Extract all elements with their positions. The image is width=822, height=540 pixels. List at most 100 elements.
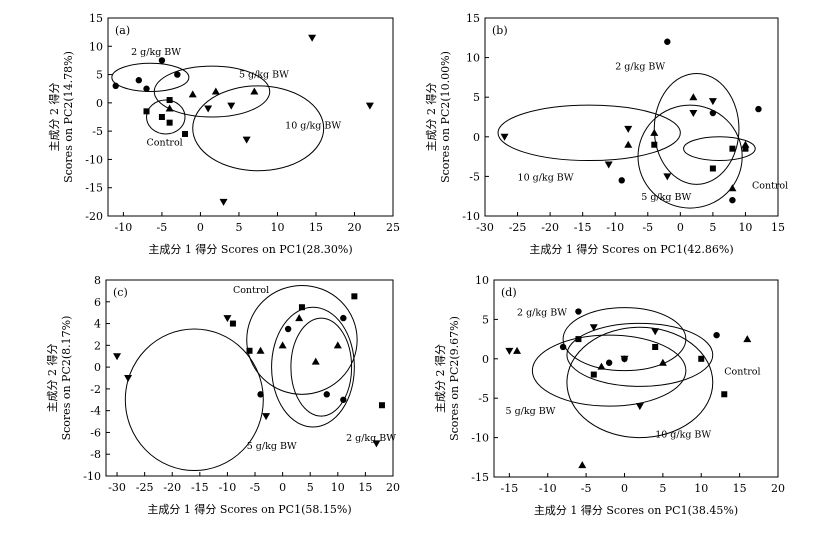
data-point bbox=[651, 141, 658, 148]
data-point bbox=[204, 105, 213, 113]
y-tick-label: -15 bbox=[85, 182, 103, 195]
data-point bbox=[709, 109, 717, 117]
data-point bbox=[505, 347, 514, 355]
data-point bbox=[743, 335, 752, 343]
confidence-ellipse bbox=[153, 65, 271, 118]
x-tick-label: 5 bbox=[235, 221, 242, 234]
x-tick-label: -15 bbox=[191, 481, 209, 494]
plot-frame bbox=[484, 17, 779, 217]
data-point bbox=[143, 85, 150, 92]
data-point bbox=[597, 362, 606, 370]
data-point bbox=[351, 293, 358, 300]
confidence-ellipse bbox=[566, 322, 714, 387]
data-point bbox=[135, 77, 143, 84]
data-point bbox=[500, 133, 509, 141]
y-axis-title-en: Scores on PC2(10.00%) bbox=[439, 51, 452, 183]
data-point bbox=[166, 119, 173, 126]
x-tick-label: -5 bbox=[250, 481, 261, 494]
data-point bbox=[721, 391, 728, 398]
group-annotation: 2 g/kg BW bbox=[615, 61, 665, 72]
x-tick-label: -25 bbox=[136, 481, 154, 494]
plot-frame bbox=[105, 279, 394, 477]
data-point bbox=[188, 90, 197, 98]
data-point bbox=[513, 346, 522, 354]
y-tick-label: 5 bbox=[473, 91, 480, 104]
panel-tag: (a) bbox=[115, 24, 130, 37]
y-tick-label: 4 bbox=[94, 318, 101, 331]
y-tick-label: 10 bbox=[466, 52, 480, 65]
x-tick-label: 0 bbox=[279, 481, 286, 494]
data-point bbox=[227, 102, 236, 110]
confidence-ellipse bbox=[497, 104, 681, 162]
y-axis-title-cn: 主成分 2 得分 bbox=[46, 344, 59, 413]
y-tick-label: -2 bbox=[90, 383, 101, 396]
x-tick-label: -5 bbox=[581, 482, 592, 495]
y-tick-label: -20 bbox=[85, 210, 103, 223]
data-point bbox=[166, 97, 173, 104]
data-point bbox=[308, 34, 317, 42]
x-tick-label: -20 bbox=[541, 221, 559, 234]
data-point bbox=[559, 343, 567, 351]
confidence-ellipse bbox=[271, 306, 355, 428]
data-point bbox=[284, 325, 292, 333]
y-tick-label: 15 bbox=[89, 12, 103, 25]
x-tick-label: 20 bbox=[386, 481, 400, 494]
y-tick-label: 10 bbox=[89, 40, 103, 53]
data-point bbox=[755, 105, 762, 113]
x-tick-label: 10 bbox=[331, 481, 345, 494]
y-tick-label: 0 bbox=[94, 361, 101, 374]
data-point bbox=[242, 136, 251, 144]
data-point bbox=[372, 440, 381, 448]
data-point bbox=[278, 341, 287, 349]
x-tick-label: -10 bbox=[606, 221, 624, 234]
plot-frame bbox=[107, 17, 394, 217]
y-tick-label: -10 bbox=[85, 153, 103, 166]
data-point bbox=[246, 347, 253, 354]
x-tick-label: 5 bbox=[659, 482, 666, 495]
group-annotation: Control bbox=[147, 137, 183, 148]
data-point bbox=[174, 71, 181, 78]
panel-d: -15 -10 -5 0 5 10 15 20 -15 -10 -5 0 5 10 主成分 1 得分 Sco… bbox=[434, 274, 785, 517]
y-tick-label: -15 bbox=[471, 471, 489, 484]
y-tick-label: -10 bbox=[462, 210, 480, 223]
data-point bbox=[590, 371, 597, 378]
group-annotation: 10 g/kg BW bbox=[518, 172, 574, 183]
data-point bbox=[143, 108, 150, 115]
y-tick-label: -5 bbox=[92, 125, 103, 138]
x-tick-label: -15 bbox=[574, 221, 592, 234]
y-tick-label: -4 bbox=[90, 405, 101, 418]
x-tick-label: 0 bbox=[677, 221, 684, 234]
data-point bbox=[658, 358, 667, 366]
group-annotation: 2 g/kg BW bbox=[517, 307, 567, 318]
panel-a: -10 -5 0 5 10 15 20 25 -20 -15 -10 -5 0 5 10 15 主成分 1 得分… bbox=[48, 12, 400, 256]
y-tick-label: -5 bbox=[469, 170, 480, 183]
x-tick-label: 15 bbox=[733, 482, 747, 495]
data-point bbox=[158, 114, 165, 120]
data-point bbox=[229, 320, 236, 327]
y-tick-label: 10 bbox=[475, 274, 489, 287]
confidence-ellipse bbox=[146, 99, 186, 135]
data-point bbox=[663, 173, 672, 181]
data-point bbox=[575, 336, 582, 343]
x-tick-label: 15 bbox=[771, 221, 785, 234]
x-tick-label: 15 bbox=[358, 481, 372, 494]
confidence-ellipse bbox=[290, 317, 353, 417]
y-tick-label: 0 bbox=[96, 97, 103, 110]
confidence-ellipse bbox=[124, 328, 264, 472]
data-point bbox=[298, 304, 305, 311]
data-point bbox=[624, 140, 633, 148]
y-axis-title-cn: 主成分 2 得分 bbox=[425, 83, 438, 152]
data-point bbox=[729, 196, 736, 204]
y-tick-label: -10 bbox=[83, 470, 101, 483]
data-point bbox=[664, 38, 671, 45]
y-tick-label: 0 bbox=[473, 131, 480, 144]
x-axis-title: 主成分 1 得分 Scores on PC1(28.30%) bbox=[148, 243, 352, 256]
data-point bbox=[698, 355, 705, 362]
group-annotation: 2 g/kg BW bbox=[346, 433, 396, 444]
data-point bbox=[124, 375, 133, 382]
x-axis-title: 主成分 1 得分 Scores on PC1(38.45%) bbox=[534, 504, 738, 517]
y-axis-title-en: Scores on PC2(14.78%) bbox=[62, 51, 75, 183]
data-point bbox=[333, 341, 342, 349]
group-annotation: Control bbox=[752, 180, 788, 191]
